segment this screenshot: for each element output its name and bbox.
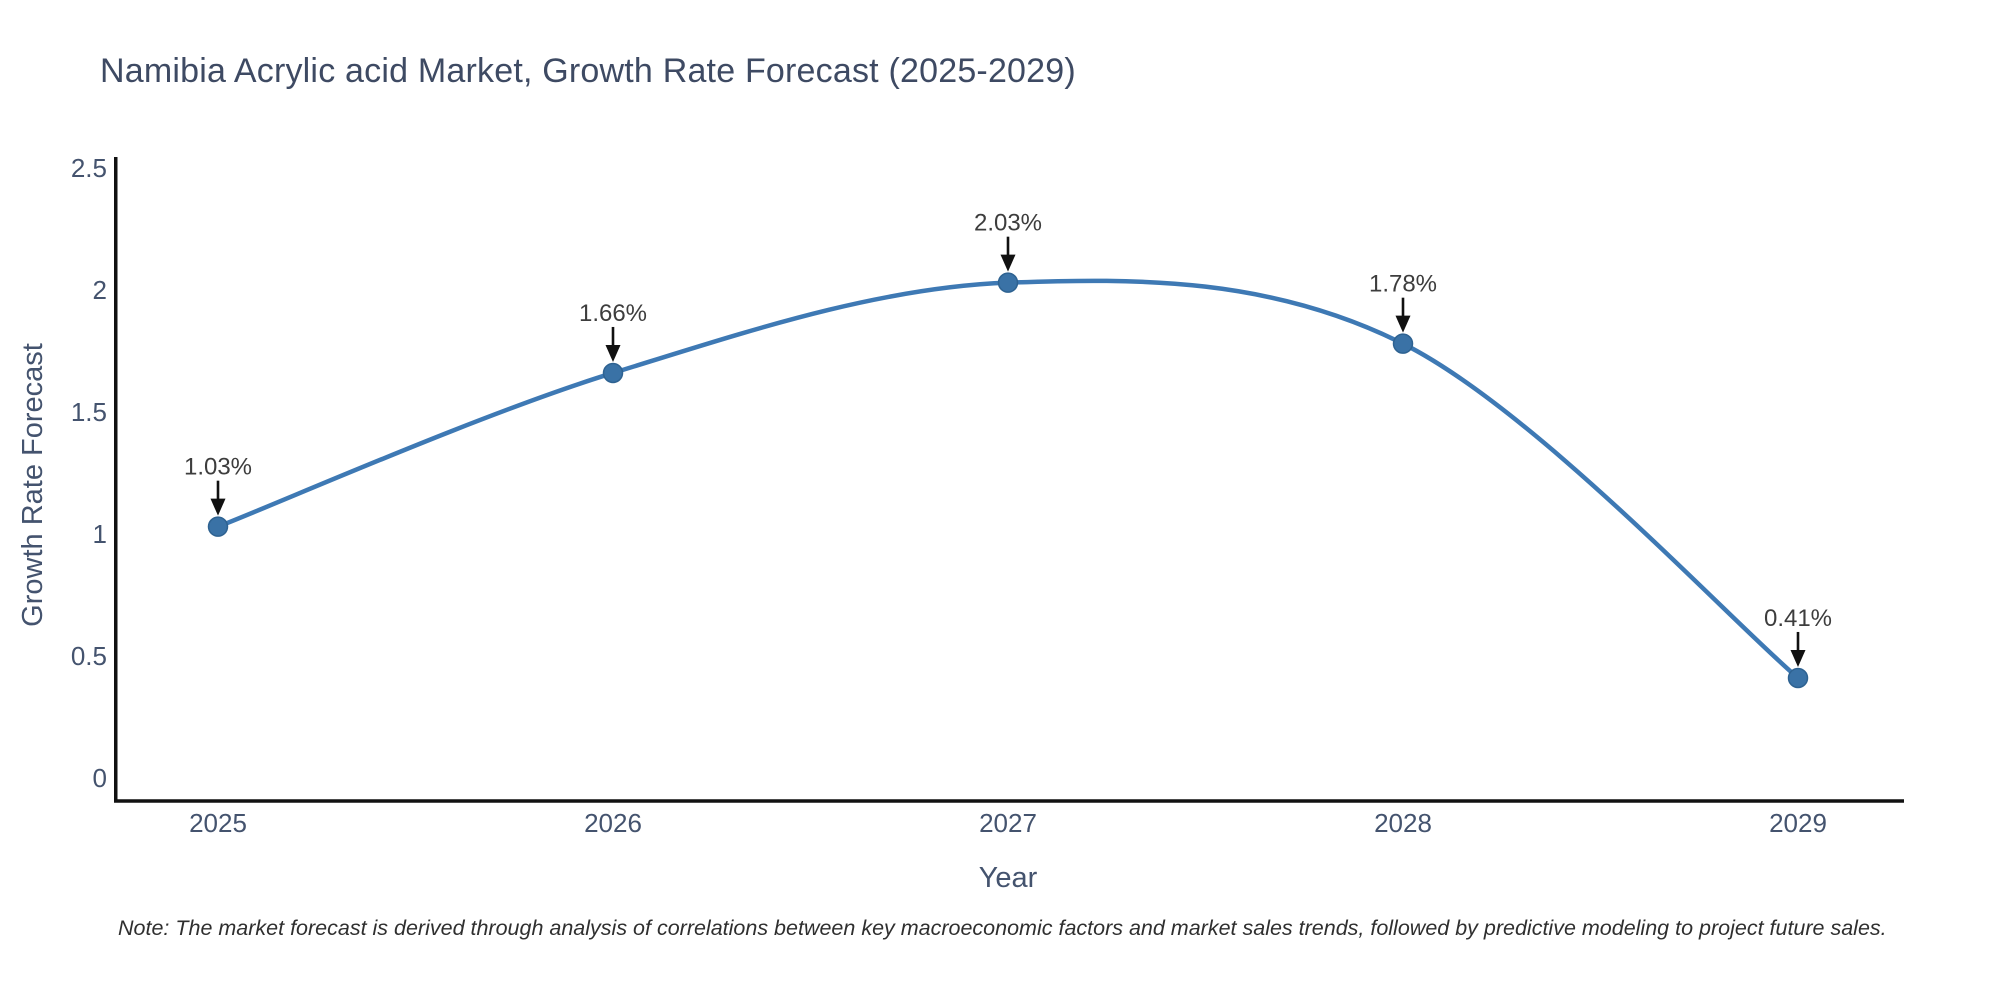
data-point-markers <box>207 272 1809 689</box>
x-axis-tick-labels: 2025 2026 2027 2028 2029 <box>189 808 1827 838</box>
forecast-line <box>215 278 1801 681</box>
y-tick-label: 0 <box>93 763 107 793</box>
data-point-marker <box>1392 333 1414 354</box>
annotation-arrowhead-icon <box>1395 315 1411 333</box>
y-tick-label: 2.5 <box>71 153 107 183</box>
data-point-value-label: 1.66% <box>579 300 647 327</box>
y-tick-label: 2 <box>93 275 107 305</box>
x-tick-label: 2025 <box>189 808 247 838</box>
y-axis-tick-labels: 0 0.5 1 1.5 2 2.5 <box>71 153 107 793</box>
data-point-value-label: 1.78% <box>1369 271 1437 298</box>
x-tick-label: 2026 <box>584 808 642 838</box>
chart-title: Namibia Acrylic acid Market, Growth Rate… <box>100 52 1076 90</box>
annotation-arrowhead-icon <box>605 344 621 362</box>
annotation-arrowhead-icon <box>1790 649 1806 667</box>
annotation-arrowhead-icon <box>210 498 226 516</box>
x-tick-label: 2027 <box>979 808 1037 838</box>
data-point-marker <box>207 516 229 537</box>
axis-spines <box>114 157 1904 803</box>
data-point-value-label: 2.03% <box>974 210 1042 237</box>
data-point-marker <box>1787 667 1809 689</box>
y-tick-label: 1 <box>93 519 107 549</box>
x-tick-label: 2028 <box>1374 808 1432 838</box>
footnote: Note: The market forecast is derived thr… <box>118 916 1887 940</box>
x-tick-label: 2029 <box>1769 808 1827 838</box>
data-point-value-label: 0.41% <box>1764 605 1832 632</box>
data-point-marker <box>602 362 624 384</box>
x-axis-title: Year <box>979 862 1038 894</box>
data-point-value-label: 1.03% <box>184 454 252 481</box>
data-point-annotations: 1.03% 1.66% 2.03% 1.78% 0.41% <box>184 210 1832 667</box>
annotation-arrowhead-icon <box>1000 254 1016 272</box>
y-tick-label: 0.5 <box>71 641 107 671</box>
y-tick-label: 1.5 <box>71 397 107 427</box>
data-point-marker <box>997 272 1019 293</box>
y-axis-title: Growth Rate Forecast <box>17 343 49 627</box>
